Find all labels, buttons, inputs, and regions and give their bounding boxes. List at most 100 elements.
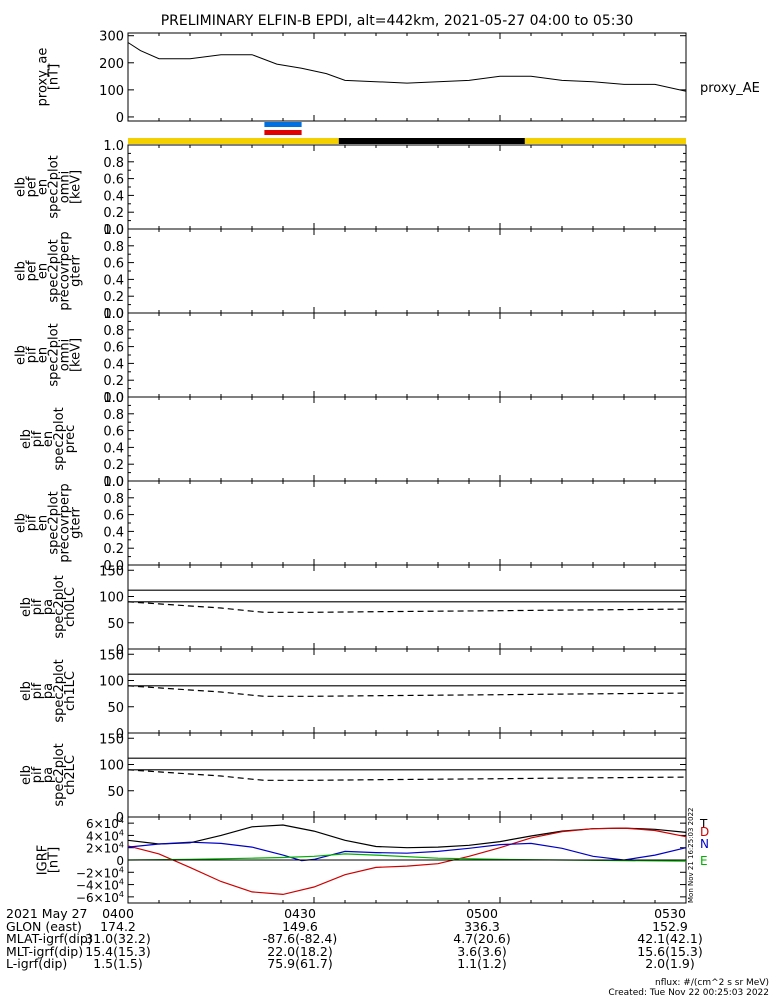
ephemeris-value: 0430 xyxy=(284,906,316,921)
ephemeris-row-label: 2021 May 27 xyxy=(6,906,88,921)
y-axis-label: ch0LC xyxy=(63,587,78,627)
y-tick-label: −4×104 xyxy=(76,878,124,893)
y-tick-label: 0.2 xyxy=(103,374,124,389)
y-axis-label: omni xyxy=(58,171,73,203)
plot-title: PRELIMINARY ELFIN-B EPDI, alt=442km, 202… xyxy=(161,13,634,29)
y-tick-label: 0.8 xyxy=(103,324,124,339)
ephemeris-value: 42.1(42.1) xyxy=(637,931,703,946)
ephemeris-value: 75.9(61.7) xyxy=(267,956,333,971)
y-tick-label: 0.8 xyxy=(103,240,124,255)
y-tick-label: 150 xyxy=(99,648,124,663)
y-axis-label: elb xyxy=(19,681,34,701)
y-axis-label: IGRF xyxy=(36,845,51,875)
legend-label-N: N xyxy=(700,837,709,851)
y-tick-label: 4×104 xyxy=(86,828,124,843)
ephemeris-value: 1.5(1.5) xyxy=(93,956,143,971)
y-tick-label: 1.0 xyxy=(103,475,124,490)
created-timestamp: Created: Tue Nov 22 00:25:03 2022 xyxy=(608,988,769,998)
y-tick-label: 0 xyxy=(116,854,124,868)
y-tick-label: 150 xyxy=(99,732,124,747)
panel-frame xyxy=(127,32,687,122)
y-axis-label: pif xyxy=(30,430,45,447)
y-tick-label: 0 xyxy=(116,643,124,658)
y-tick-label: 0 xyxy=(116,727,124,742)
y-axis-label: elb xyxy=(19,765,34,785)
ephemeris-value: 4.7(20.6) xyxy=(453,931,511,946)
y-tick-label: 200 xyxy=(99,57,124,72)
ephemeris-value: 2.0(1.9) xyxy=(645,956,695,971)
y-axis-label: pef xyxy=(25,176,40,197)
plot-footer: nflux: #/(cm^2 s sr MeV) Created: Tue No… xyxy=(608,978,769,998)
ephemeris-value: 1.1(1.2) xyxy=(457,956,507,971)
ephemeris-row: MLT-igrf(dip) 15.4(15.3) 22.0(18.2) 3.6(3.6… xyxy=(6,943,703,959)
y-tick-label: 0.6 xyxy=(103,173,124,188)
y-tick-label: −6×104 xyxy=(76,890,124,905)
panel-frame xyxy=(127,480,687,566)
y-tick-label: 0.2 xyxy=(103,458,124,473)
ephemeris-value: 152.9 xyxy=(652,918,688,934)
y-axis-label: pif xyxy=(25,346,40,363)
panel-frame xyxy=(127,396,687,482)
y-tick-label: 0 xyxy=(116,111,124,126)
y-tick-label: 0.0 xyxy=(103,223,124,238)
y-axis-label: en xyxy=(36,179,51,195)
series-line-D xyxy=(127,827,687,896)
y-tick-label: 0.4 xyxy=(103,441,124,456)
y-tick-label: 0.8 xyxy=(103,408,124,423)
y-axis-label: en xyxy=(41,431,56,447)
timeline-segment-yellow xyxy=(524,138,686,144)
series-line-proxy-ae xyxy=(127,42,687,92)
y-axis-label: omni xyxy=(58,339,73,371)
y-tick-label: 0.0 xyxy=(103,391,124,406)
y-tick-label: 0.0 xyxy=(103,307,124,322)
legend-label: proxy_AE xyxy=(700,81,760,96)
panel-frame xyxy=(127,144,687,230)
y-axis-label: elb xyxy=(14,513,29,533)
y-tick-label: 300 xyxy=(99,30,124,45)
y-tick-label: 0.4 xyxy=(103,357,124,372)
y-tick-label: 2×104 xyxy=(86,841,124,856)
ephemeris-table: 2021 May 27 0400 0430 0500 0530 GLON (east) 17… xyxy=(6,906,703,971)
y-axis-label: en xyxy=(36,347,51,363)
y-tick-label: 100 xyxy=(99,84,124,99)
flux-units-note: nflux: #/(cm^2 s sr MeV) xyxy=(655,978,769,988)
panel-pef_en_spec2plot_omni: 1.0 0.8 0.60.4 0.2 0.0 elbpefenspec2plotomni[… xyxy=(14,139,687,238)
y-tick-label: 0.2 xyxy=(103,206,124,221)
y-axis-label: pif xyxy=(30,598,45,615)
y-tick-label: 50 xyxy=(107,701,124,716)
y-tick-label: 0.6 xyxy=(103,257,124,272)
y-axis-label: pa xyxy=(41,683,56,699)
y-tick-label: 0.2 xyxy=(103,542,124,557)
y-axis-label: en xyxy=(36,263,51,279)
y-tick-label: 0.4 xyxy=(103,189,124,204)
y-axis-label: spec2plot xyxy=(52,407,67,470)
series-line-line-2 xyxy=(127,601,687,613)
y-tick-label: 0.4 xyxy=(103,525,124,540)
y-axis-label: pif xyxy=(30,682,45,699)
ephemeris-value: 15.6(15.3) xyxy=(637,943,703,959)
y-tick-label: 1.0 xyxy=(103,307,124,322)
y-axis-label: [keV] xyxy=(69,170,84,204)
y-axis-label: pif xyxy=(25,514,40,531)
panel-frame xyxy=(127,312,687,398)
y-axis-label: pif xyxy=(30,766,45,783)
ephemeris-row-label: MLT-igrf(dip) xyxy=(6,943,84,959)
y-tick-label: 6×104 xyxy=(86,816,124,831)
y-axis-label: elb xyxy=(14,261,29,281)
y-axis-label: ch1LC xyxy=(63,671,78,711)
y-tick-label: 0.2 xyxy=(103,290,124,305)
y-axis-label: pa xyxy=(41,599,56,615)
y-axis-label: precovrperp xyxy=(58,231,73,310)
science-zone-marker-red xyxy=(264,130,302,135)
y-axis-label: spec2plot xyxy=(52,659,67,722)
y-tick-label: 0 xyxy=(116,811,124,826)
y-axis-label: ch2LC xyxy=(63,755,78,795)
timeline-segment-black xyxy=(338,138,525,144)
y-axis-label: spec2plot xyxy=(47,239,62,302)
